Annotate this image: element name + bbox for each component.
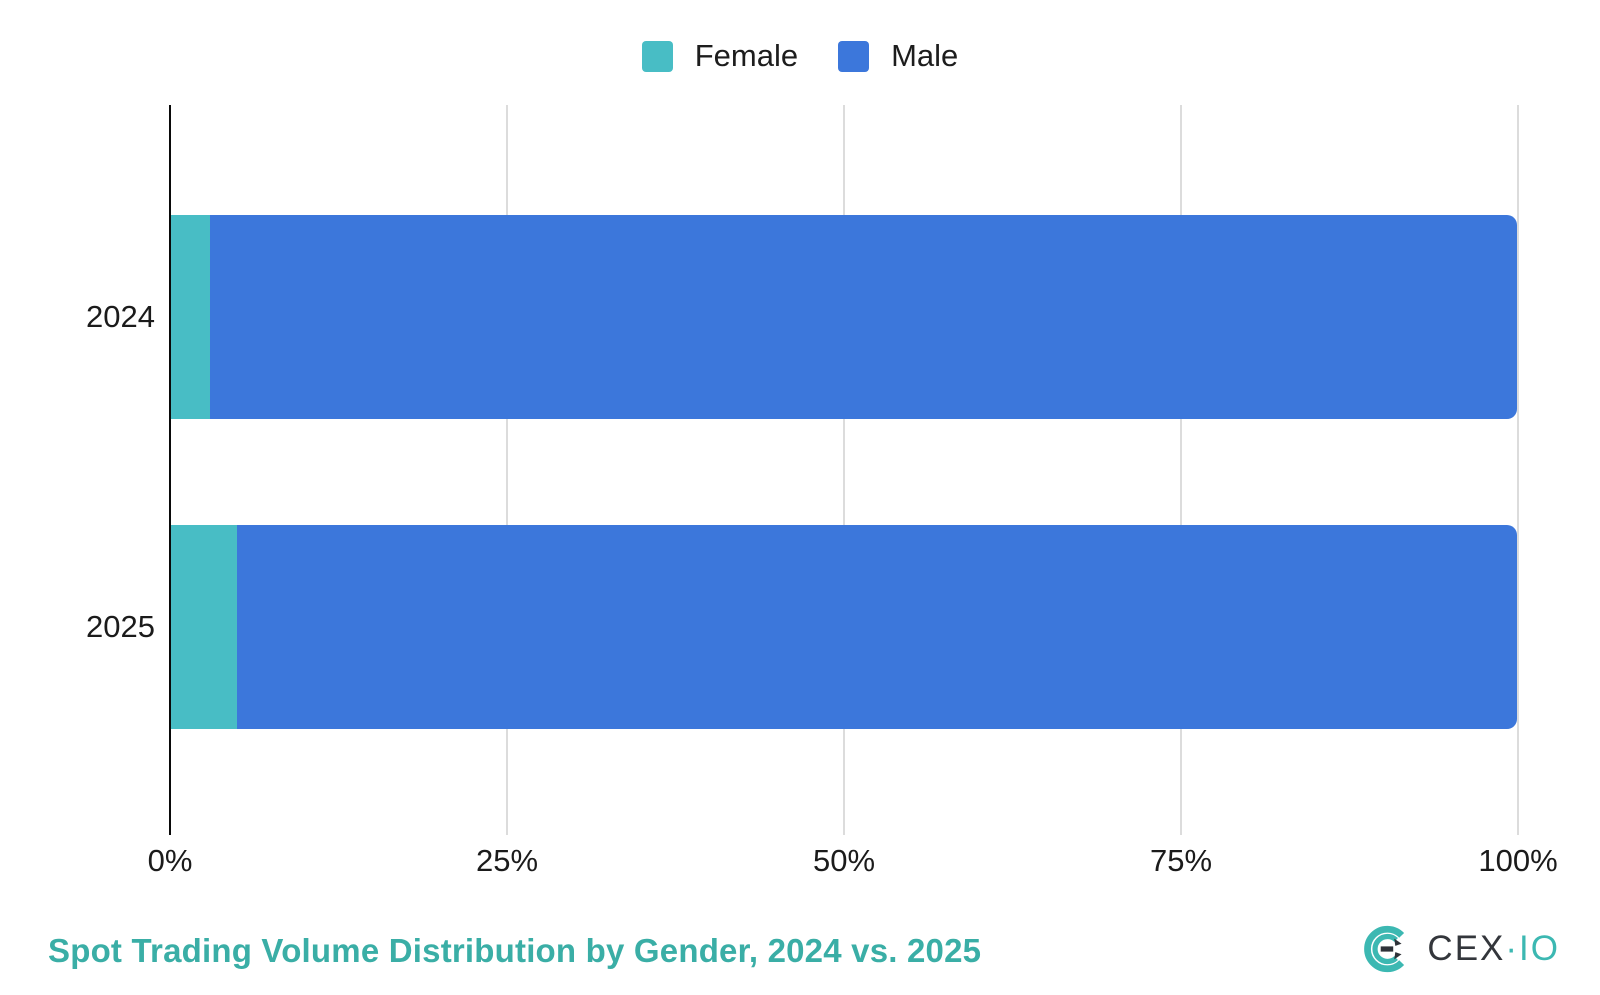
brand-text-cex: CEX	[1427, 929, 1506, 968]
brand-logo: CEX ·IO	[1363, 924, 1560, 974]
y-tick-label-2024: 2024	[86, 299, 155, 334]
x-tick-label-100: 100%	[1478, 843, 1558, 878]
y-axis-line	[169, 105, 171, 835]
female-swatch-icon	[641, 40, 673, 72]
bar-segment-male-2024[interactable]	[210, 215, 1517, 419]
legend-label-male: Male	[891, 38, 959, 73]
legend: Female Male	[0, 38, 1600, 74]
bar-segment-female-2025[interactable]	[170, 525, 238, 729]
stacked-bar-2025[interactable]	[170, 525, 1517, 729]
male-swatch-icon	[838, 40, 870, 72]
x-tick-label-50: 50%	[812, 843, 876, 878]
legend-item-male[interactable]: Male	[838, 38, 958, 74]
legend-label-female: Female	[694, 38, 799, 73]
bar-segment-female-2024[interactable]	[170, 215, 211, 419]
gridline-75	[1180, 105, 1182, 835]
gridline-25	[506, 105, 508, 835]
x-axis: 0% 25% 50% 75% 100%	[148, 843, 1558, 883]
stacked-bar-2024[interactable]	[170, 215, 1517, 419]
gridline-50	[843, 105, 845, 835]
legend-item-female[interactable]: Female	[641, 38, 799, 74]
plot-area	[169, 105, 1519, 835]
y-tick-label-2025: 2025	[86, 609, 155, 644]
x-tick-label-75: 75%	[1149, 843, 1213, 878]
cexio-logo-icon	[1364, 925, 1405, 973]
gridline-100	[1517, 105, 1519, 835]
brand-text-io: ·IO	[1505, 929, 1560, 968]
bar-segment-male-2025[interactable]	[237, 525, 1517, 729]
x-tick-label-25: 25%	[475, 843, 539, 878]
brand-wordmark: CEX ·IO	[1427, 929, 1560, 969]
chart-title: Spot Trading Volume Distribution by Gend…	[48, 932, 982, 969]
x-tick-label-0: 0%	[147, 843, 193, 878]
